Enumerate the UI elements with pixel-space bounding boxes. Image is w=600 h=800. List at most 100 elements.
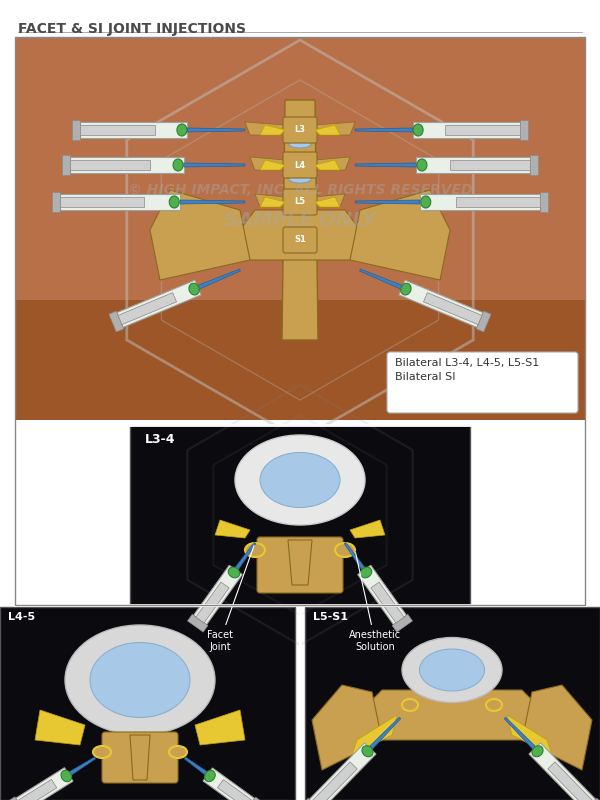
Polygon shape [315, 197, 340, 207]
Polygon shape [244, 798, 262, 800]
Ellipse shape [61, 770, 71, 782]
Polygon shape [15, 300, 585, 420]
Polygon shape [8, 797, 25, 800]
Ellipse shape [402, 638, 502, 702]
Ellipse shape [289, 175, 311, 183]
Polygon shape [70, 157, 184, 173]
Polygon shape [184, 757, 209, 776]
Polygon shape [150, 190, 250, 280]
Polygon shape [504, 718, 536, 750]
Polygon shape [0, 607, 295, 800]
Polygon shape [203, 768, 254, 800]
Polygon shape [355, 200, 420, 204]
Polygon shape [312, 685, 382, 770]
Polygon shape [109, 311, 124, 332]
Polygon shape [193, 566, 242, 625]
Polygon shape [197, 269, 241, 290]
FancyBboxPatch shape [257, 537, 343, 593]
Polygon shape [451, 160, 530, 170]
Text: Anesthetic
Solution: Anesthetic Solution [349, 553, 401, 651]
Polygon shape [240, 210, 360, 260]
Ellipse shape [419, 649, 485, 691]
Text: L3: L3 [295, 126, 305, 134]
Ellipse shape [421, 196, 431, 208]
Polygon shape [245, 122, 285, 135]
Polygon shape [130, 425, 470, 605]
Ellipse shape [335, 543, 355, 557]
Polygon shape [70, 160, 149, 170]
Polygon shape [17, 779, 57, 800]
Ellipse shape [235, 435, 365, 525]
Polygon shape [187, 128, 245, 132]
Polygon shape [250, 157, 285, 170]
Polygon shape [35, 710, 85, 745]
Polygon shape [180, 200, 245, 204]
Polygon shape [522, 685, 592, 770]
Polygon shape [369, 718, 401, 750]
Polygon shape [117, 280, 201, 327]
Polygon shape [52, 192, 60, 212]
Ellipse shape [413, 124, 423, 136]
Polygon shape [315, 122, 355, 135]
Ellipse shape [189, 283, 199, 295]
Polygon shape [392, 614, 412, 632]
Ellipse shape [65, 625, 215, 735]
FancyBboxPatch shape [283, 152, 317, 178]
Polygon shape [583, 798, 600, 800]
Ellipse shape [289, 212, 311, 220]
Polygon shape [196, 582, 229, 623]
Polygon shape [309, 743, 376, 800]
FancyBboxPatch shape [283, 189, 317, 215]
Polygon shape [260, 160, 285, 170]
Ellipse shape [362, 746, 373, 757]
Polygon shape [260, 125, 285, 135]
Ellipse shape [173, 159, 183, 171]
Polygon shape [350, 520, 385, 538]
Ellipse shape [93, 746, 111, 758]
Text: FACET & SI JOINT INJECTIONS: FACET & SI JOINT INJECTIONS [18, 22, 246, 36]
Ellipse shape [417, 159, 427, 171]
Polygon shape [234, 542, 256, 571]
Ellipse shape [90, 642, 190, 718]
Polygon shape [540, 192, 548, 212]
Polygon shape [315, 157, 350, 170]
Polygon shape [302, 798, 322, 800]
Polygon shape [80, 125, 155, 135]
Polygon shape [260, 197, 285, 207]
Polygon shape [315, 194, 345, 207]
Ellipse shape [169, 196, 179, 208]
Polygon shape [520, 120, 528, 139]
Polygon shape [188, 614, 208, 632]
Polygon shape [288, 540, 312, 585]
Text: L5-S1: L5-S1 [313, 612, 348, 622]
Text: Facet
Joint: Facet Joint [207, 546, 254, 651]
Text: SAMPLE ONLY: SAMPLE ONLY [224, 210, 376, 230]
Ellipse shape [177, 124, 187, 136]
Text: L4: L4 [295, 161, 305, 170]
Polygon shape [548, 762, 593, 800]
Polygon shape [315, 160, 340, 170]
Polygon shape [352, 715, 397, 755]
Polygon shape [118, 293, 176, 325]
Polygon shape [371, 582, 404, 623]
Polygon shape [311, 762, 357, 800]
Text: L3-4: L3-4 [145, 433, 176, 446]
Text: Bilateral L3-4, L4-5, L5-S1
Bilateral SI: Bilateral L3-4, L4-5, L5-S1 Bilateral SI [395, 358, 539, 382]
Polygon shape [305, 607, 600, 800]
Ellipse shape [169, 746, 187, 758]
Polygon shape [80, 122, 187, 138]
Polygon shape [60, 197, 144, 207]
Polygon shape [420, 194, 540, 210]
Text: L5: L5 [295, 198, 305, 206]
Ellipse shape [401, 283, 411, 295]
FancyBboxPatch shape [283, 227, 317, 253]
Polygon shape [362, 690, 542, 740]
Polygon shape [217, 779, 253, 800]
Ellipse shape [245, 543, 265, 557]
Polygon shape [358, 566, 407, 625]
Ellipse shape [532, 746, 543, 757]
Polygon shape [413, 122, 520, 138]
Ellipse shape [361, 567, 372, 578]
Polygon shape [60, 194, 180, 210]
Polygon shape [68, 757, 95, 776]
